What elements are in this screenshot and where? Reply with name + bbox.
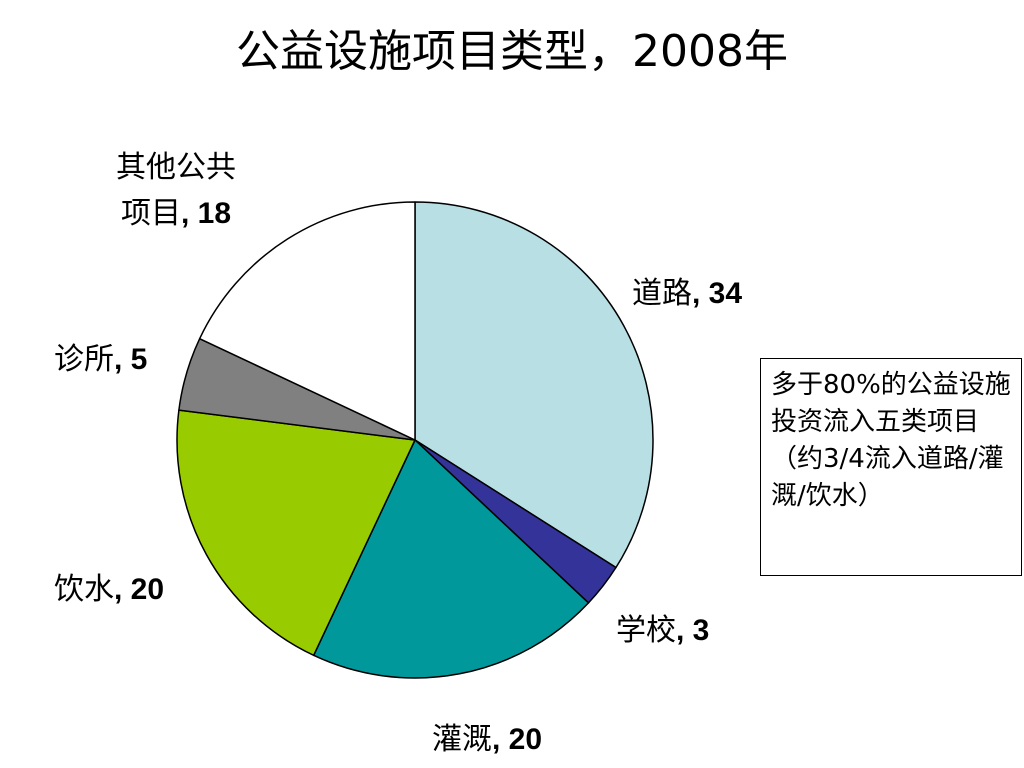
- pie-slices: [176, 201, 654, 679]
- pie-slice-其他公共项目: [198, 201, 416, 441]
- slice-label-schools: 学校, 3: [616, 613, 710, 648]
- slice-label-value: 3: [692, 614, 710, 647]
- slice-label-name: 灌溉: [432, 722, 492, 757]
- slice-label-name: 道路: [632, 276, 692, 311]
- slice-label-value: 34: [708, 277, 743, 310]
- chart-title: 公益设施项目类型，2008年: [236, 26, 788, 77]
- slice-label-value: 18: [197, 197, 232, 230]
- slice-label-roads: 道路, 34: [632, 276, 743, 311]
- slice-label-value: 5: [130, 343, 148, 376]
- pie-slice-灌溉: [312, 439, 590, 679]
- slice-label-other: 其他公共 项目, 18: [116, 150, 236, 231]
- pie-slice-饮水: [176, 409, 416, 657]
- slice-label-value: 20: [508, 723, 543, 756]
- slice-label-name: 诊所: [54, 342, 114, 377]
- annotation-box: 多于80%的公益设施投资流入五类项目（约3/4流入道路/灌溉/饮水）: [760, 358, 1022, 576]
- pie-slice-道路: [414, 201, 654, 569]
- slice-label-value: 20: [130, 573, 165, 606]
- slice-label-name: 其他公共 项目: [116, 150, 236, 231]
- slice-label-drinking-water: 饮水, 20: [54, 572, 165, 607]
- slice-label-name: 饮水: [54, 572, 114, 607]
- slice-label-name: 学校: [616, 613, 676, 648]
- slice-label-irrigation: 灌溉, 20: [432, 722, 543, 757]
- slice-label-clinics: 诊所, 5: [54, 342, 148, 377]
